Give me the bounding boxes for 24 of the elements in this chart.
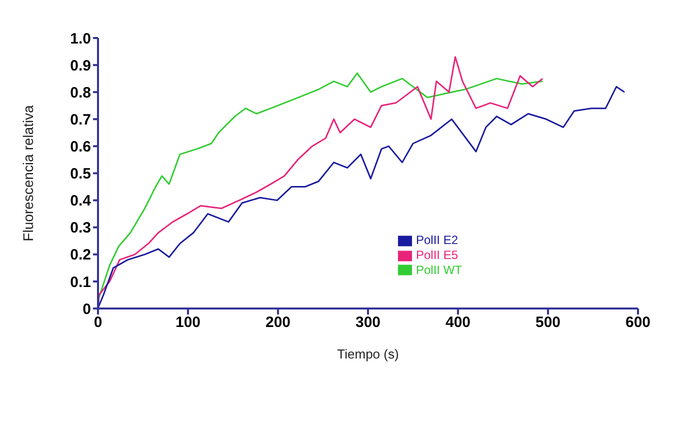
y-axis-title: Fluorescencia relativa [20, 104, 36, 242]
legend-label: PolII E2 [416, 233, 458, 247]
y-tick-label: 1.0 [70, 30, 91, 48]
y-tick-label: 0 [82, 300, 91, 318]
x-tick-label: 0 [94, 314, 102, 332]
x-tick-label: 400 [445, 314, 471, 332]
line-series [98, 86, 626, 309]
x-tick-label: 300 [355, 314, 381, 332]
x-tick-label: 500 [535, 314, 561, 332]
legend-label: PolII WT [416, 262, 462, 277]
y-tick-label: 0.4 [70, 192, 92, 210]
x-axis-title: Tiempo (s) [337, 346, 399, 362]
y-tick-label: 0.3 [70, 220, 91, 237]
y-tick-label: 0.6 [70, 138, 91, 156]
y-tick-label: 0.2 [70, 246, 91, 264]
y-tick-label: 0.7 [70, 111, 91, 128]
x-tick-label: 200 [265, 314, 291, 332]
y-tick-label: 0.1 [70, 274, 91, 291]
y-tick-label: 0.8 [70, 84, 91, 102]
y-tick-label: 0.9 [70, 57, 91, 74]
y-tick-label: 0.5 [70, 166, 91, 183]
x-tick-label: 100 [175, 314, 201, 332]
x-tick-label: 600 [625, 314, 651, 332]
legend-label: PolII E5 [416, 248, 458, 262]
